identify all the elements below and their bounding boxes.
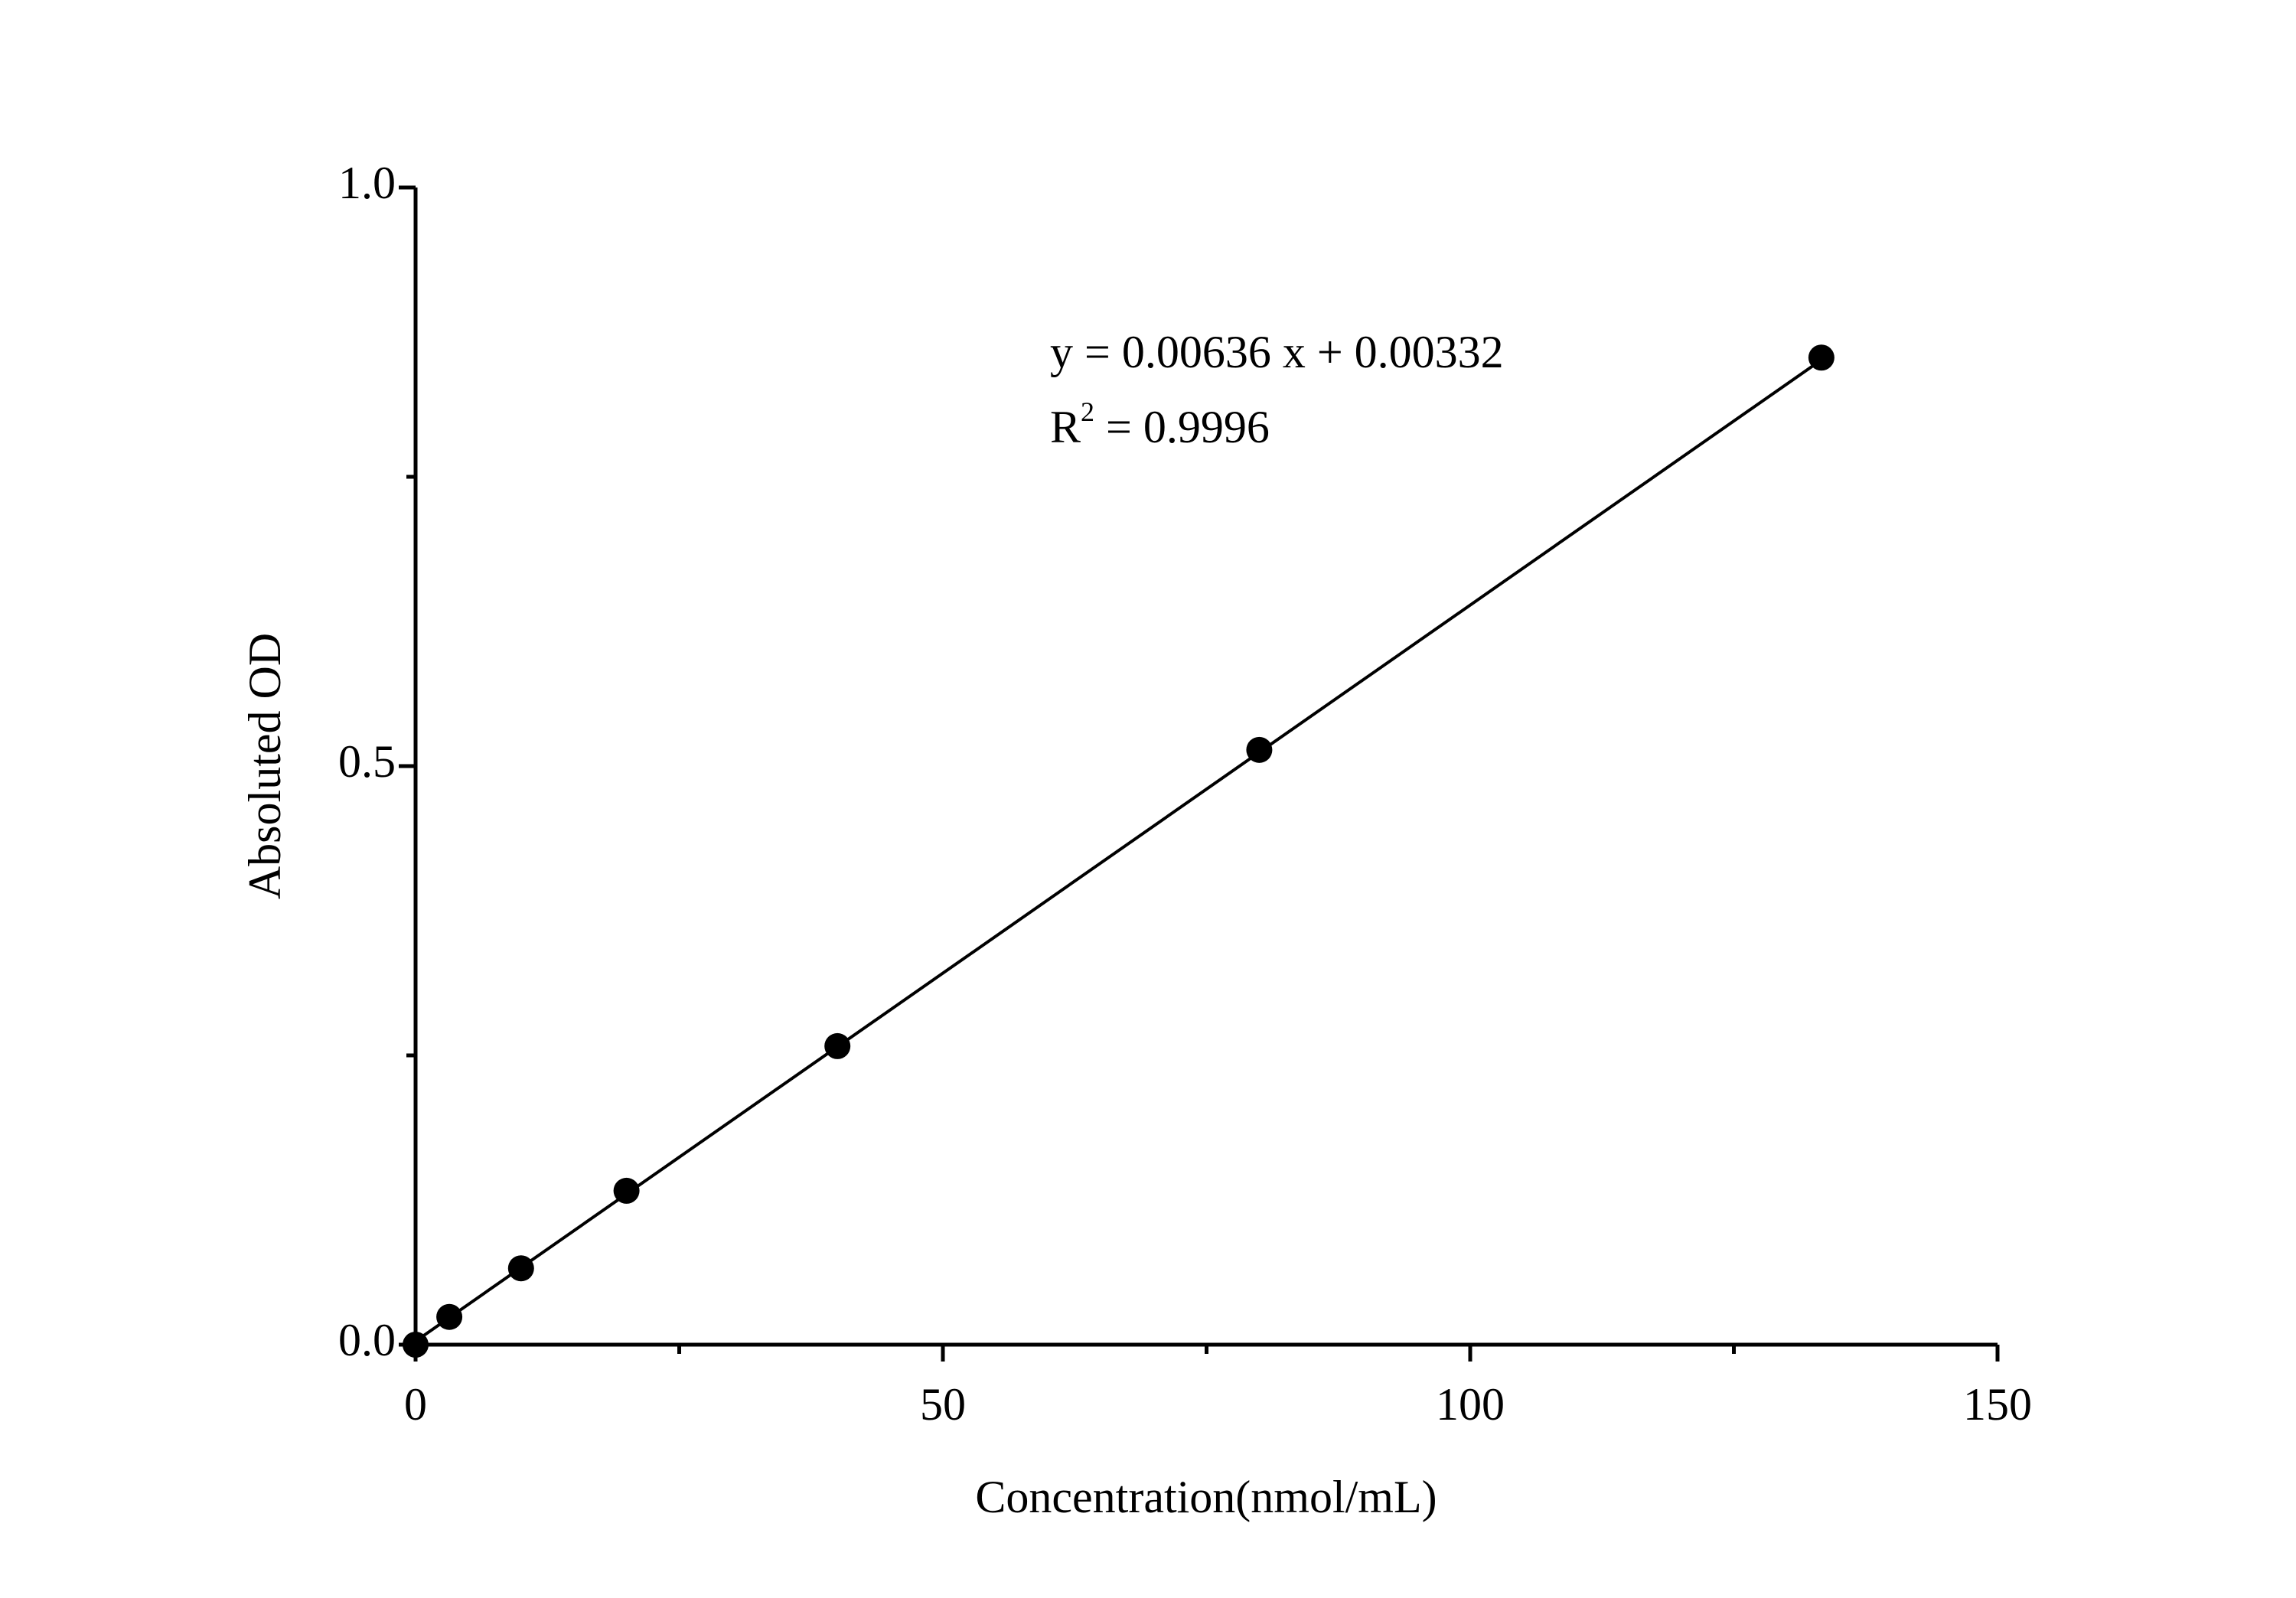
r-symbol: R xyxy=(1050,402,1081,452)
x-axis-label: Concentration(nmol/mL) xyxy=(975,1472,1437,1522)
r-value: = 0.9996 xyxy=(1094,402,1270,452)
point xyxy=(403,1332,429,1358)
y-tick-label: 1.0 xyxy=(338,158,396,208)
fit-line xyxy=(414,358,1823,1343)
point xyxy=(613,1177,640,1204)
y-axis-label: Absoluted OD xyxy=(240,633,290,899)
point xyxy=(824,1032,851,1059)
point xyxy=(436,1303,463,1330)
equation: y = 0.00636 x + 0.00332 xyxy=(1050,327,1504,377)
x-tick-label: 0 xyxy=(404,1379,427,1430)
point xyxy=(1808,344,1835,371)
x-tick-label: 150 xyxy=(1963,1379,2032,1430)
y-tick-label: 0.5 xyxy=(338,736,396,787)
x-tick-label: 100 xyxy=(1436,1379,1505,1430)
x-tick-label: 50 xyxy=(920,1379,966,1430)
point xyxy=(507,1255,534,1282)
y-tick-label: 0.0 xyxy=(338,1315,396,1365)
superscript: 2 xyxy=(1081,396,1094,427)
point xyxy=(1246,736,1273,763)
r-squared: R2 = 0.9996 xyxy=(1050,396,1270,452)
